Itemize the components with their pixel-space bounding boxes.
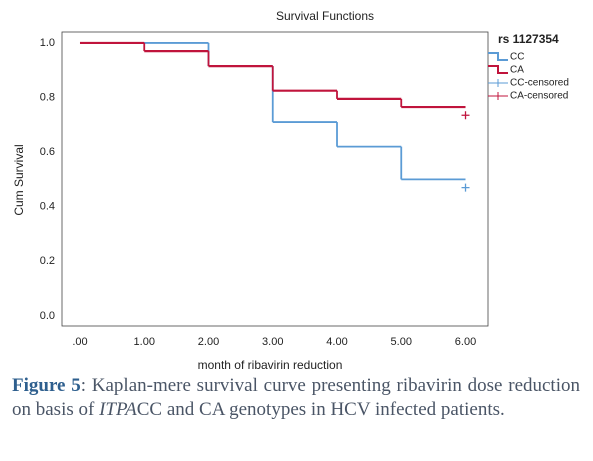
censor-mark [461,111,470,120]
x-axis-label: month of ribavirin reduction [198,358,343,372]
y-tick-label: 0.2 [40,255,55,267]
legend-title: rs 1127354 [498,32,559,46]
x-tick-label: 3.00 [262,336,283,348]
x-tick-label: .00 [72,336,87,348]
legend-label: CA [510,65,524,76]
legend-label: CA-censored [510,91,568,102]
plot-frame [61,31,489,327]
caption: Figure 5: Kaplan-mere survival curve pre… [12,374,580,422]
legend-swatch [488,65,508,74]
caption-text: : Kaplan-mere survival curve presenting … [12,375,580,420]
y-tick-label: 0.4 [40,201,55,213]
legend-swatch [488,92,508,100]
chart: Survival Functions month of ribavirin re… [12,9,569,372]
legend-label: CC-censored [510,78,569,89]
chart-title: Survival Functions [276,9,374,23]
x-tick-label: 6.00 [455,336,476,348]
y-tick-label: 0.6 [40,146,55,158]
caption-label: Figure 5 [12,375,81,396]
caption-text-end: CC and CA genotypes in HCV infected pati… [136,399,505,420]
y-tick-label: 0.0 [40,310,55,322]
x-tick-label: 4.00 [326,336,347,348]
x-tick-label: 1.00 [134,336,155,348]
legend-swatch [488,52,508,61]
censor-mark [461,183,470,192]
legend-label: CC [510,52,524,63]
y-axis-label: Cum Survival [12,144,26,215]
legend-swatch [488,79,508,87]
x-tick-label: 2.00 [198,336,219,348]
caption-italic: ITPA [99,399,137,420]
x-tick-label: 5.00 [391,336,412,348]
y-tick-label: 0.8 [40,91,55,103]
y-tick-label: 1.0 [40,37,55,49]
